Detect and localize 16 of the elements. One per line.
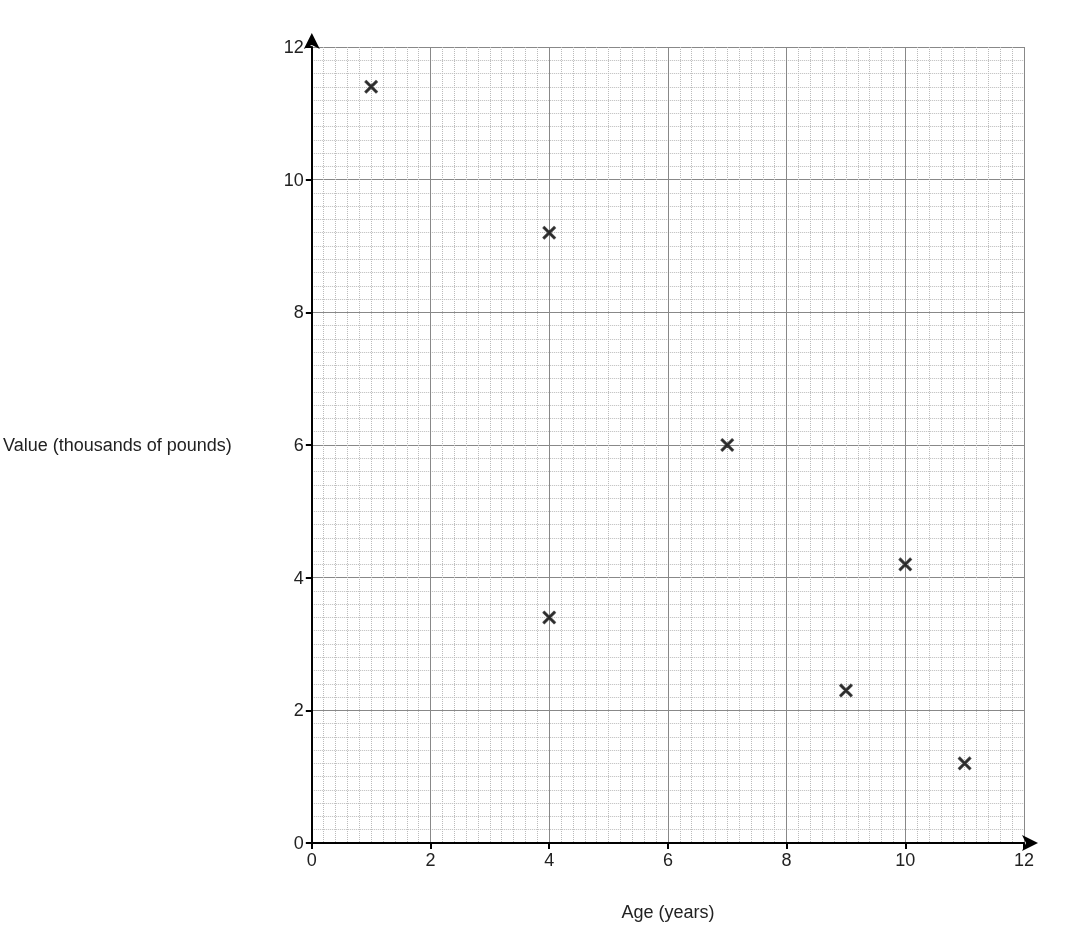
- x-tick-label: 10: [895, 850, 916, 870]
- x-tick-label: 0: [306, 850, 317, 870]
- x-tick-label: 8: [781, 850, 792, 870]
- y-tick-label: 12: [283, 37, 304, 57]
- x-axis-title: Age (years): [621, 902, 715, 922]
- x-tick-label: 12: [1013, 850, 1035, 870]
- y-tick-label: 6: [293, 435, 304, 455]
- y-tick-label: 8: [293, 302, 304, 323]
- x-tick-label: 6: [662, 850, 673, 870]
- x-tick-label: 2: [425, 850, 436, 870]
- y-tick-label: 4: [293, 567, 304, 588]
- x-tick-label: 4: [544, 850, 555, 870]
- y-tick-label: 10: [283, 169, 304, 190]
- y-axis-title: Value (thousands of pounds): [3, 435, 232, 455]
- y-tick-label: 2: [293, 700, 304, 721]
- y-tick-label: 0: [293, 833, 304, 853]
